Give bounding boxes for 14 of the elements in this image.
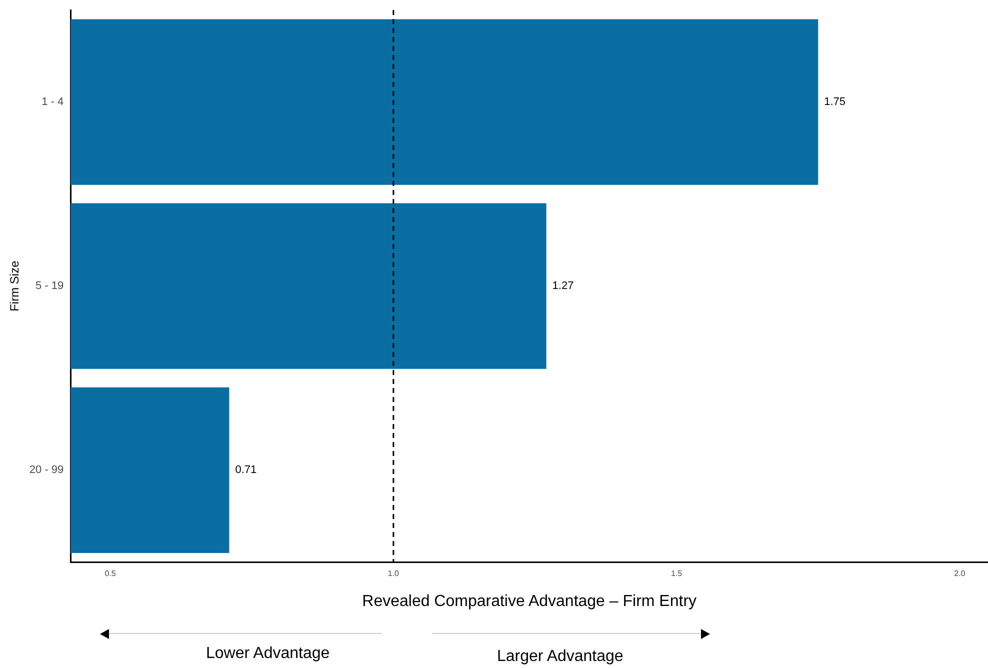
data-label: 1.27 bbox=[552, 280, 574, 292]
y-tick-label: 5 - 19 bbox=[36, 280, 64, 292]
data-label: 0.71 bbox=[235, 464, 257, 476]
x-tick-label: 2.0 bbox=[954, 569, 966, 578]
text: Lower Advantage bbox=[206, 645, 330, 663]
x-tick-label: 0.5 bbox=[104, 569, 116, 578]
text: Larger Advantage bbox=[497, 648, 624, 666]
x-tick-label: 1.5 bbox=[670, 569, 683, 578]
x-tick-label: 1.0 bbox=[388, 569, 400, 578]
y-tick-label: 1 - 4 bbox=[42, 96, 64, 108]
x-axis-title: Revealed Comparative Advantage – Firm Entry bbox=[362, 592, 697, 610]
data-label: 1.75 bbox=[824, 96, 846, 108]
y-axis-title: Firm Size bbox=[8, 260, 22, 312]
y-tick-label: 20 - 99 bbox=[29, 464, 64, 476]
